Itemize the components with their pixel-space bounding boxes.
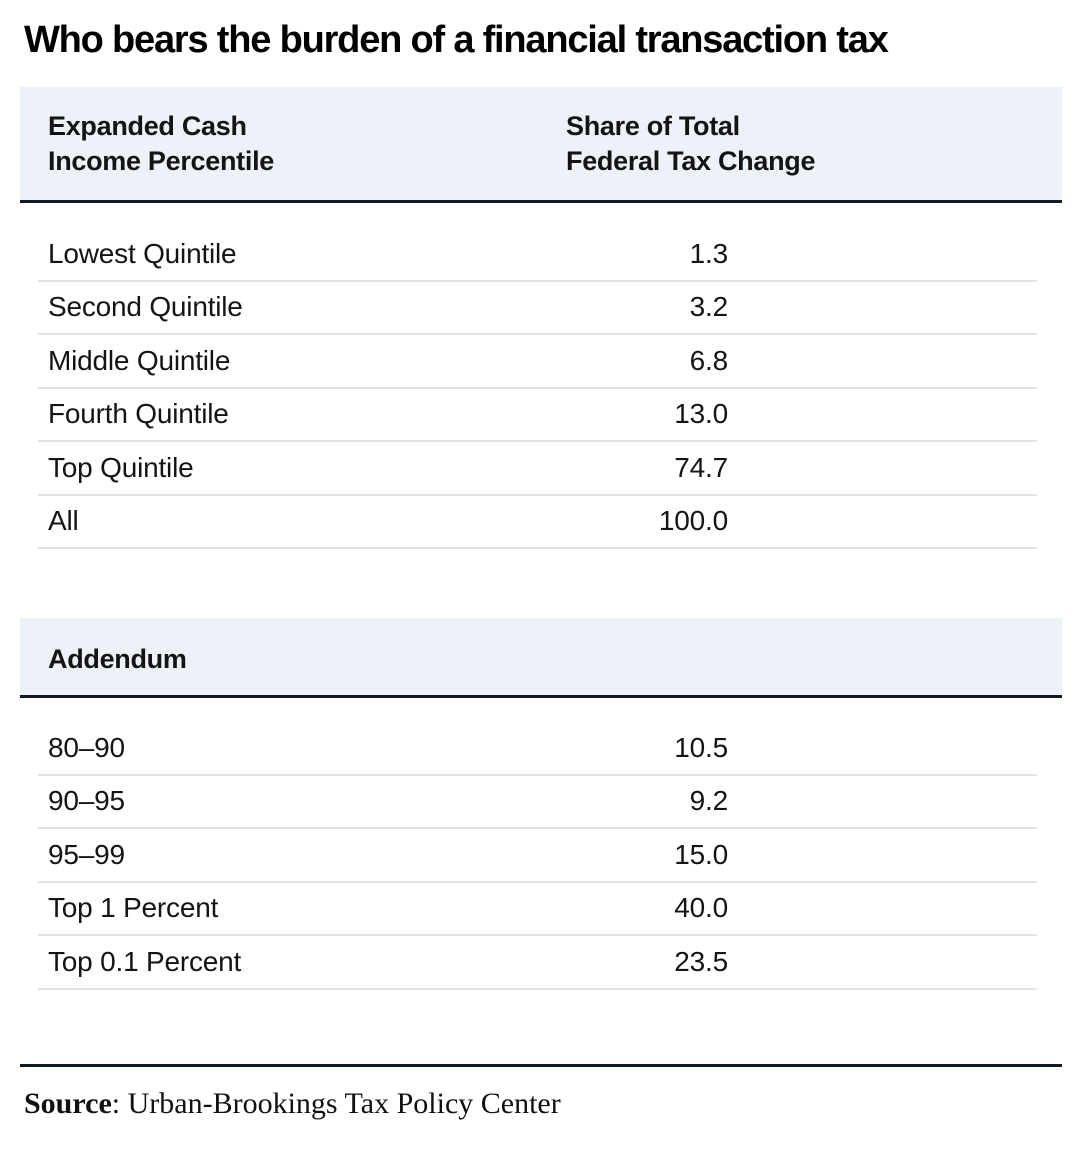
source-separator: : (111, 1086, 128, 1120)
row-value: 100.0 (658, 505, 728, 537)
row-label: Top 0.1 Percent (48, 945, 242, 977)
row-label: Second Quintile (48, 291, 243, 323)
bottom-rule (20, 1063, 1062, 1067)
table-row: Top Quintile 74.7 (38, 442, 1037, 496)
source-text: Urban-Brookings Tax Policy Center (127, 1086, 561, 1120)
main-rows: Lowest Quintile 1.3 Second Quintile 3.2 … (38, 203, 1037, 549)
row-label: Top 1 Percent (48, 892, 219, 924)
row-value: 1.3 (689, 237, 729, 269)
table-row: All 100.0 (38, 496, 1037, 549)
row-value: 74.7 (674, 451, 728, 483)
table-graphic: Who bears the burden of a financial tran… (0, 16, 1080, 1122)
row-label: Fourth Quintile (48, 398, 229, 430)
row-value: 13.0 (674, 398, 728, 430)
row-value: 15.0 (674, 838, 728, 870)
column-header-line: Income Percentile (48, 146, 274, 176)
table-row: Lowest Quintile 1.3 (38, 228, 1037, 282)
table-row: Middle Quintile 6.8 (38, 335, 1037, 389)
source-label: Source (24, 1086, 112, 1120)
table-row: 90–95 9.2 (38, 776, 1037, 829)
row-label: 95–99 (48, 838, 125, 870)
column-header-income-percentile: Expanded Cash Income Percentile (48, 109, 566, 200)
column-header-line: Federal Tax Change (566, 146, 816, 176)
addendum-rows: 80–90 10.5 90–95 9.2 95–99 15.0 Top 1 Pe… (38, 698, 1037, 990)
row-value: 6.8 (689, 344, 729, 376)
table-row: Top 1 Percent 40.0 (38, 883, 1037, 936)
column-header-line: Share of Total (566, 111, 740, 141)
page-title: Who bears the burden of a financial tran… (24, 19, 889, 61)
table-row: Second Quintile 3.2 (38, 282, 1037, 335)
row-value: 9.2 (689, 785, 729, 817)
table-row: Fourth Quintile 13.0 (38, 389, 1037, 442)
column-header-tax-change: Share of Total Federal Tax Change (566, 109, 1062, 200)
row-label: Middle Quintile (48, 344, 231, 376)
row-label: 90–95 (48, 785, 125, 817)
addendum-title: Addendum (48, 644, 187, 674)
table: Expanded Cash Income Percentile Share of… (20, 87, 1062, 1067)
table-row: Top 0.1 Percent 23.5 (38, 936, 1037, 990)
row-value: 40.0 (674, 892, 728, 924)
table-row: 95–99 15.0 (38, 829, 1037, 883)
row-value: 10.5 (674, 731, 728, 763)
table-header-band: Expanded Cash Income Percentile Share of… (20, 87, 1062, 203)
column-header-line: Expanded Cash (48, 111, 247, 141)
row-label: Top Quintile (48, 451, 194, 483)
row-label: 80–90 (48, 731, 125, 763)
row-value: 23.5 (674, 945, 728, 977)
table-row: 80–90 10.5 (38, 722, 1037, 776)
row-label: Lowest Quintile (48, 237, 237, 269)
row-label: All (48, 505, 79, 537)
addendum-header-band: Addendum (20, 618, 1062, 698)
row-value: 3.2 (689, 291, 729, 323)
source-line: Source: Urban-Brookings Tax Policy Cente… (24, 1086, 1056, 1122)
